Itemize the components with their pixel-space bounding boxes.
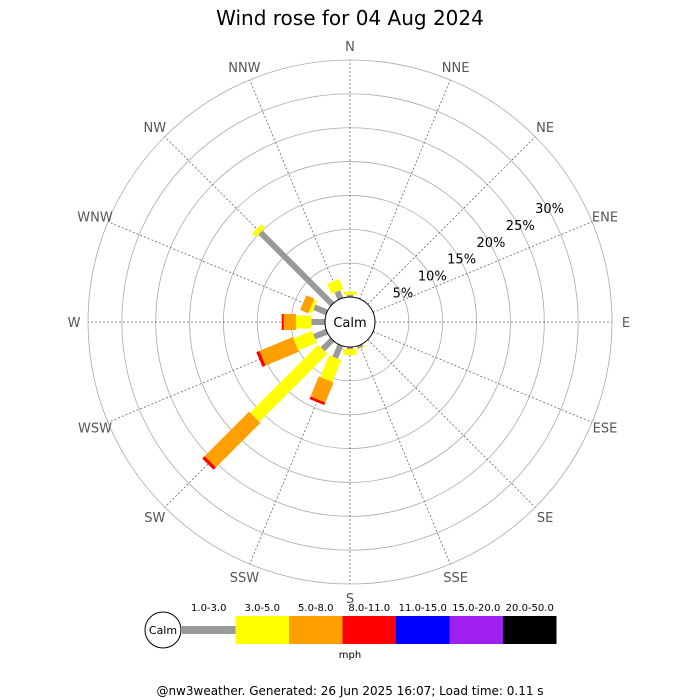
- bar-wsw-3.0-5.0: [293, 330, 317, 351]
- bar-n-3.0-5.0: [343, 291, 357, 295]
- radial-tick-labels: 5% 10%15%20%25%30%: [393, 202, 564, 302]
- bar-s-1.0-3.0: [347, 347, 353, 349]
- spoke-wsw: [107, 331, 328, 423]
- bar-wnw-3.0-5.0: [308, 299, 317, 314]
- bar-sse-3.0-5.0: [354, 345, 367, 351]
- bar-w-5.0-8.0: [283, 314, 296, 330]
- legend-label-1.0-3.0: 1.0-3.0: [191, 603, 226, 614]
- radial-tick-10: 10%: [418, 270, 447, 285]
- legend-swatch-8.0-11.0: [342, 616, 396, 644]
- bar-w-1.0-3.0: [311, 319, 325, 325]
- direction-label-e: E: [622, 316, 630, 331]
- calm-circle: Calm: [324, 296, 376, 348]
- bar-nnw-1.0-3.0: [334, 290, 344, 301]
- legend-label-8.0-11.0: 8.0-11.0: [348, 603, 390, 614]
- bar-nw-1.0-3.0: [258, 230, 335, 307]
- bar-ssw-8.0-11.0: [309, 396, 326, 406]
- bar-ssw-5.0-8.0: [310, 376, 334, 403]
- radial-tick-5: 5%: [393, 287, 414, 302]
- direction-label-w: W: [68, 316, 81, 331]
- bar-sw-5.0-8.0: [204, 411, 261, 468]
- radial-tick-20: 20%: [476, 236, 505, 251]
- legend-swatch-20.0-50.0: [503, 616, 557, 644]
- legend-units: mph: [339, 650, 361, 661]
- spoke-nnw: [249, 79, 341, 300]
- direction-label-sw: SW: [144, 511, 165, 526]
- spoke-nne: [359, 79, 451, 300]
- grid-ring-4: [189, 161, 511, 483]
- spoke-ene: [372, 221, 593, 313]
- legend-swatch-11.0-15.0: [396, 616, 450, 644]
- direction-label-n: N: [345, 40, 355, 55]
- spoke-se: [367, 339, 536, 508]
- radial-tick-15: 15%: [447, 253, 476, 268]
- bar-wnw-5.0-8.0: [300, 295, 315, 314]
- bar-w-8.0-11.0: [281, 314, 284, 330]
- legend-label-3.0-5.0: 3.0-5.0: [245, 603, 280, 614]
- direction-label-sse: SSE: [443, 571, 468, 586]
- direction-label-nw: NW: [144, 121, 167, 136]
- legend-calm: Calm: [144, 611, 182, 649]
- spoke-wnw: [107, 221, 328, 313]
- bar-ssw-1.0-3.0: [332, 343, 344, 359]
- footer-text: @nw3weather. Generated: 26 Jun 2025 16:0…: [156, 684, 544, 698]
- direction-label-ese: ESE: [593, 422, 618, 437]
- spoke-ne: [367, 136, 536, 305]
- bar-s-3.0-5.0: [343, 349, 357, 356]
- polar-grid: [87, 59, 613, 585]
- bar-w-3.0-5.0: [295, 315, 312, 329]
- direction-label-ene: ENE: [592, 210, 618, 225]
- grid-ring-2: [256, 228, 444, 416]
- legend-swatch-5.0-8.0: [289, 616, 343, 644]
- direction-label-wsw: WSW: [78, 422, 112, 437]
- bar-nnw-3.0-5.0: [327, 278, 344, 294]
- legend-calm-label: Calm: [149, 624, 177, 637]
- legend-swatch-1.0-3.0: [182, 626, 236, 634]
- direction-label-nnw: NNW: [228, 61, 260, 76]
- spoke-ese: [372, 331, 593, 423]
- bar-wnw-1.0-3.0: [313, 304, 329, 316]
- grid-ring-6: [121, 93, 579, 551]
- direction-label-se: SE: [537, 511, 553, 526]
- direction-label-ssw: SSW: [230, 571, 260, 586]
- legend-label-15.0-20.0: 15.0-20.0: [452, 603, 500, 614]
- radial-tick-30: 30%: [535, 202, 564, 217]
- calm-label: Calm: [333, 316, 366, 331]
- legend-label-11.0-15.0: 11.0-15.0: [399, 603, 447, 614]
- bar-sw-8.0-11.0: [202, 456, 216, 470]
- spoke-ssw: [249, 344, 341, 565]
- bar-sw-3.0-5.0: [250, 344, 328, 422]
- legend-label-20.0-50.0: 20.0-50.0: [506, 603, 554, 614]
- spoke-nw: [164, 136, 333, 305]
- direction-label-nne: NNE: [442, 61, 470, 76]
- bar-n-1.0-3.0: [347, 295, 353, 297]
- spoke-sse: [359, 344, 451, 565]
- bar-wsw-1.0-3.0: [313, 328, 329, 340]
- wind-bars: [202, 224, 367, 470]
- legend-swatch-15.0-20.0: [449, 616, 503, 644]
- direction-label-s: S: [346, 592, 354, 607]
- legend-label-5.0-8.0: 5.0-8.0: [298, 603, 333, 614]
- bar-wsw-8.0-11.0: [256, 350, 266, 367]
- bar-wsw-5.0-8.0: [259, 337, 299, 366]
- spoke-sw: [164, 339, 333, 508]
- legend-swatch-3.0-5.0: [235, 616, 289, 644]
- direction-label-ne: NE: [536, 121, 554, 136]
- direction-label-wnw: WNW: [77, 210, 113, 225]
- bar-sse-1.0-3.0: [356, 343, 364, 349]
- bar-ssw-3.0-5.0: [320, 355, 342, 382]
- direction-labels: N NNE NE ENE E ESE SE SSE S SSW SW WSW W WNW NW NNW: [68, 40, 631, 607]
- radial-tick-25: 25%: [506, 219, 535, 234]
- bar-nw-3.0-5.0: [252, 224, 266, 238]
- chart-title: Wind rose for 04 Aug 2024: [216, 6, 484, 30]
- bar-sw-1.0-3.0: [320, 337, 335, 352]
